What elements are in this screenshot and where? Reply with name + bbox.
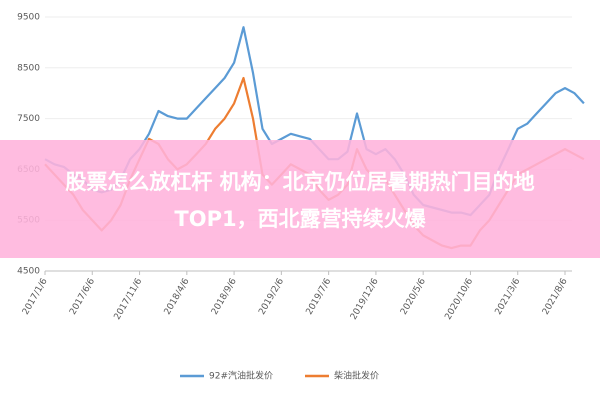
banner-bg [0,140,600,258]
y-tick-label: 7500 [17,114,40,124]
y-tick-label: 9500 [17,13,40,23]
banner: 股票怎么放杠杆 机构：北京仍位居暑期热门目的地 TOP1，西北露营持续火爆 [0,140,600,258]
legend-label: 92#汽油批发价 [209,370,273,382]
banner-line: 股票怎么放杠杆 机构：北京仍位居暑期热门目的地 [65,170,534,194]
y-tick-label: 4500 [17,267,40,277]
y-tick-label: 8500 [17,63,40,73]
banner-line: TOP1，西北露营持续火爆 [174,207,426,231]
legend-label: 柴油批发价 [334,370,379,382]
